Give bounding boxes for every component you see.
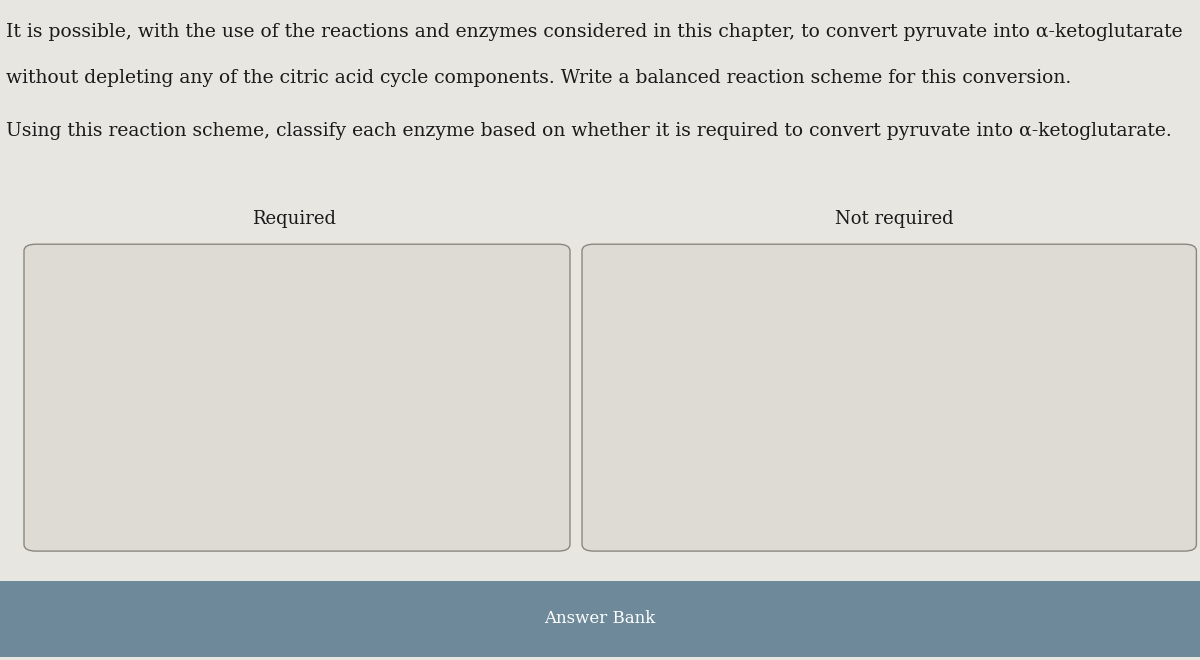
FancyBboxPatch shape [582,244,1196,551]
Text: without depleting any of the citric acid cycle components. Write a balanced reac: without depleting any of the citric acid… [6,69,1072,87]
FancyBboxPatch shape [24,244,570,551]
Text: Required: Required [252,210,336,228]
Text: Answer Bank: Answer Bank [545,610,655,627]
Text: Using this reaction scheme, classify each enzyme based on whether it is required: Using this reaction scheme, classify eac… [6,122,1171,140]
FancyBboxPatch shape [0,581,1200,657]
Text: Not required: Not required [835,210,953,228]
Text: It is possible, with the use of the reactions and enzymes considered in this cha: It is possible, with the use of the reac… [6,23,1183,41]
